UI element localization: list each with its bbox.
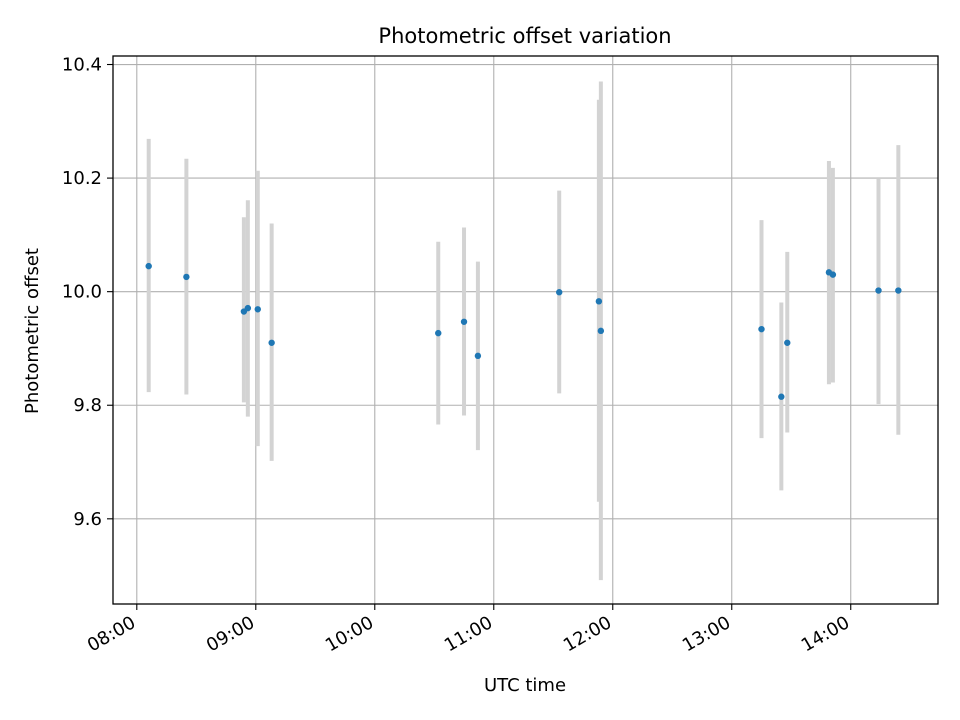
data-point xyxy=(595,298,603,305)
plot-area xyxy=(113,56,938,604)
data-point xyxy=(597,327,605,335)
y-tick-label: 10.4 xyxy=(62,55,102,76)
data-point xyxy=(784,339,791,346)
y-tick-label: 9.8 xyxy=(73,395,102,416)
y-tick-label: 10.0 xyxy=(62,282,102,303)
data-point xyxy=(758,325,765,333)
data-point xyxy=(183,273,190,281)
x-axis-label: UTC time xyxy=(484,675,566,696)
chart-title: Photometric offset variation xyxy=(378,24,671,48)
data-point xyxy=(460,318,468,325)
data-point xyxy=(474,352,482,360)
y-axis-label: Photometric offset xyxy=(22,248,43,414)
plot-frame xyxy=(112,55,939,605)
data-point xyxy=(895,287,902,294)
data-point xyxy=(145,262,152,270)
data-point xyxy=(778,393,785,400)
y-tick-label: 9.6 xyxy=(73,509,102,530)
data-point xyxy=(435,329,442,337)
data-point xyxy=(268,339,275,346)
data-point xyxy=(556,289,563,296)
data-point xyxy=(875,287,882,294)
y-tick-label: 10.2 xyxy=(62,168,102,189)
data-point xyxy=(254,306,261,313)
data-point xyxy=(244,304,252,312)
data-point xyxy=(829,271,837,278)
data-points xyxy=(145,262,902,400)
y-axis-ticks: 9.6 9.8 10.0 10.2 10.4 xyxy=(62,55,113,530)
